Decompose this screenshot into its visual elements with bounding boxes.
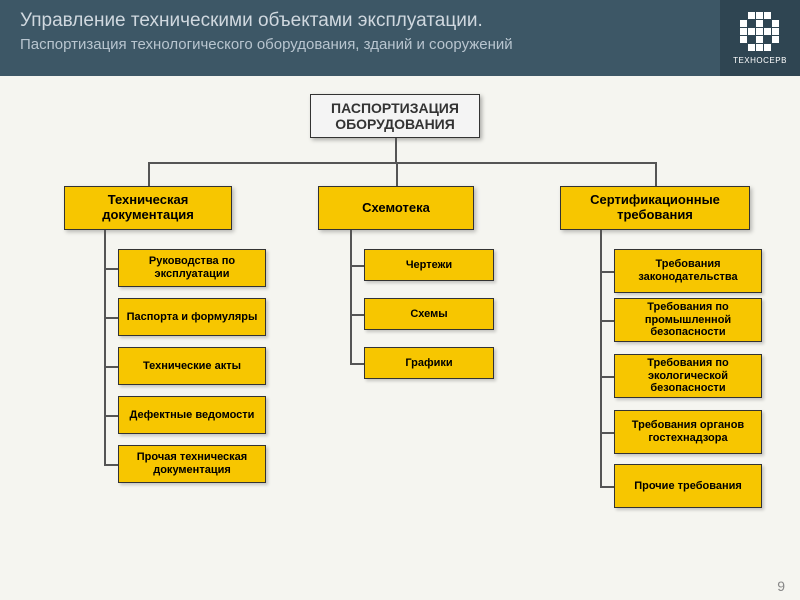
leaf-tech_doc-0: Руководства по эксплуатации (118, 249, 266, 287)
connector (396, 162, 398, 186)
leaf-cert-0: Требования законодательства (614, 249, 762, 293)
connector (600, 320, 614, 322)
leaf-tech_doc-3: Дефектные ведомости (118, 396, 266, 434)
connector (104, 268, 118, 270)
connector (600, 376, 614, 378)
connector (104, 415, 118, 417)
header-subtitle: Паспортизация технологического оборудова… (20, 36, 780, 53)
connector (350, 363, 364, 365)
leaf-cert-3: Требования органов гостехнадзора (614, 410, 762, 454)
leaf-tech_doc-2: Технические акты (118, 347, 266, 385)
connector (104, 366, 118, 368)
connector (350, 314, 364, 316)
connector (104, 317, 118, 319)
leaf-cert-2: Требования по экологической безопасности (614, 354, 762, 398)
connector (350, 230, 352, 363)
diagram-canvas: ПАСПОРТИЗАЦИЯ ОБОРУДОВАНИЯ Техническая до… (0, 76, 800, 600)
connector (600, 271, 614, 273)
branch-tech_doc: Техническая документация (64, 186, 232, 230)
branch-cert: Сертификационные требования (560, 186, 750, 230)
connector (104, 464, 118, 466)
root-node: ПАСПОРТИЗАЦИЯ ОБОРУДОВАНИЯ (310, 94, 480, 138)
leaf-cert-1: Требования по промышленной безопасности (614, 298, 762, 342)
branch-schem: Схемотека (318, 186, 474, 230)
connector (350, 265, 364, 267)
leaf-schem-0: Чертежи (364, 249, 494, 281)
connector (395, 138, 397, 162)
leaf-schem-1: Схемы (364, 298, 494, 330)
connector (104, 230, 106, 464)
connector (655, 162, 657, 186)
connector (148, 162, 657, 164)
slide-header: Управление техническими объектами эксплу… (0, 0, 800, 76)
leaf-cert-4: Прочие требования (614, 464, 762, 508)
connector (600, 486, 614, 488)
logo-icon (740, 12, 780, 52)
connector (600, 230, 602, 486)
connector (148, 162, 150, 186)
leaf-tech_doc-1: Паспорта и формуляры (118, 298, 266, 336)
header-title: Управление техническими объектами эксплу… (20, 10, 780, 32)
connector (600, 432, 614, 434)
leaf-schem-2: Графики (364, 347, 494, 379)
page-number: 9 (777, 578, 785, 594)
logo-label: ТЕХНОСЕРВ (733, 56, 787, 65)
leaf-tech_doc-4: Прочая техническая документация (118, 445, 266, 483)
logo: ТЕХНОСЕРВ (720, 0, 800, 76)
